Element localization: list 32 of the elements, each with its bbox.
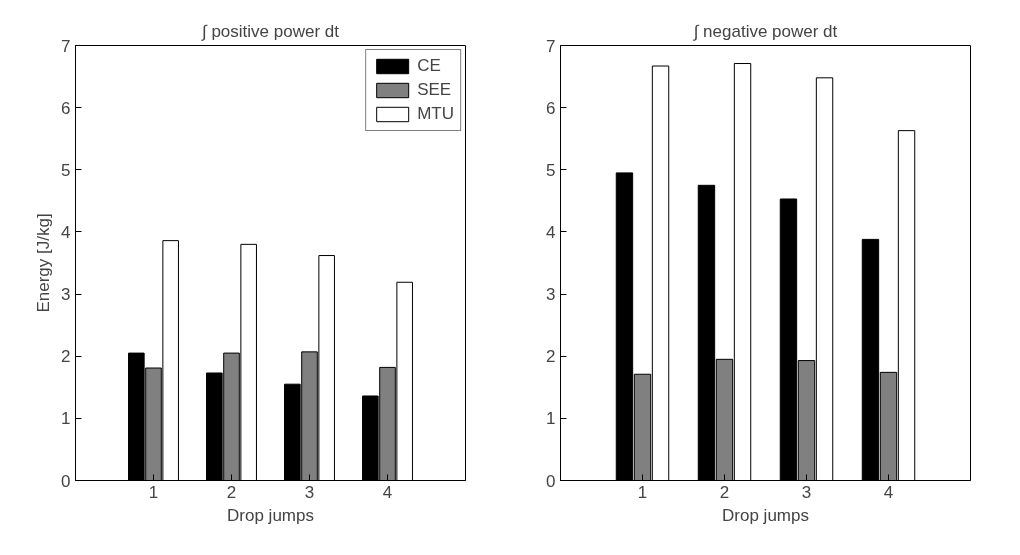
legend-label: MTU: [417, 104, 454, 124]
x-tick-label: 4: [883, 482, 894, 502]
x-tick-label: 3: [304, 482, 315, 502]
y-tick-label: 2: [546, 347, 556, 367]
legend-label: SEE: [417, 80, 452, 100]
y-tick-label: 7: [61, 36, 71, 56]
y-tick-label: 1: [546, 409, 556, 429]
y-tick-label: 3: [546, 285, 556, 305]
legend-label: CE: [417, 56, 441, 76]
x-axis-title: Drop jumps: [722, 505, 809, 525]
y-tick-label: 2: [61, 347, 71, 367]
y-tick-label: 6: [546, 98, 556, 118]
x-tick-label: 2: [226, 482, 237, 502]
y-tick-label: 7: [546, 36, 556, 56]
y-axis-title: Energy [J/kg]: [34, 213, 54, 313]
x-tick-label: 1: [637, 482, 648, 502]
chart-title: ∫ positive power dt: [201, 21, 340, 41]
y-tick-label: 4: [61, 222, 71, 242]
y-tick-label: 0: [546, 471, 556, 491]
x-tick-label: 2: [719, 482, 730, 502]
y-tick-label: 3: [61, 285, 71, 305]
x-tick-label: 4: [382, 482, 393, 502]
y-tick-label: 5: [546, 160, 556, 180]
y-tick-label: 0: [61, 471, 71, 491]
y-tick-label: 6: [61, 98, 71, 118]
y-tick-label: 5: [61, 160, 71, 180]
y-tick-label: 4: [546, 222, 556, 242]
x-tick-label: 3: [801, 482, 812, 502]
x-axis-title: Drop jumps: [227, 505, 314, 525]
chart-title: ∫ negative power dt: [692, 21, 838, 41]
x-tick-label: 1: [148, 482, 159, 502]
y-tick-label: 1: [61, 409, 71, 429]
